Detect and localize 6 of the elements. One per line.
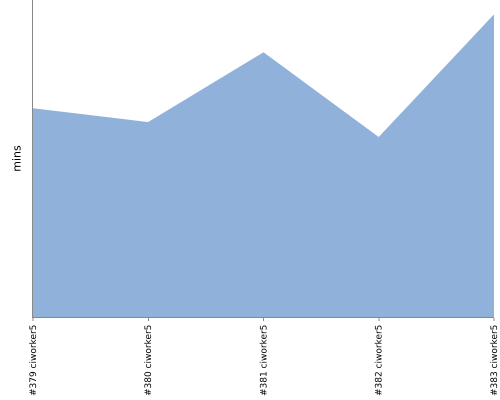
x-tick-label: #380 ciworker5: [144, 324, 154, 396]
x-tick-label: #383 ciworker5: [490, 324, 500, 396]
x-tick-label: #381 ciworker5: [259, 324, 270, 396]
y-axis-title: mins: [10, 145, 24, 172]
x-tick-label: #382 ciworker5: [374, 324, 385, 396]
x-tick-label: #379 ciworker5: [28, 324, 39, 396]
